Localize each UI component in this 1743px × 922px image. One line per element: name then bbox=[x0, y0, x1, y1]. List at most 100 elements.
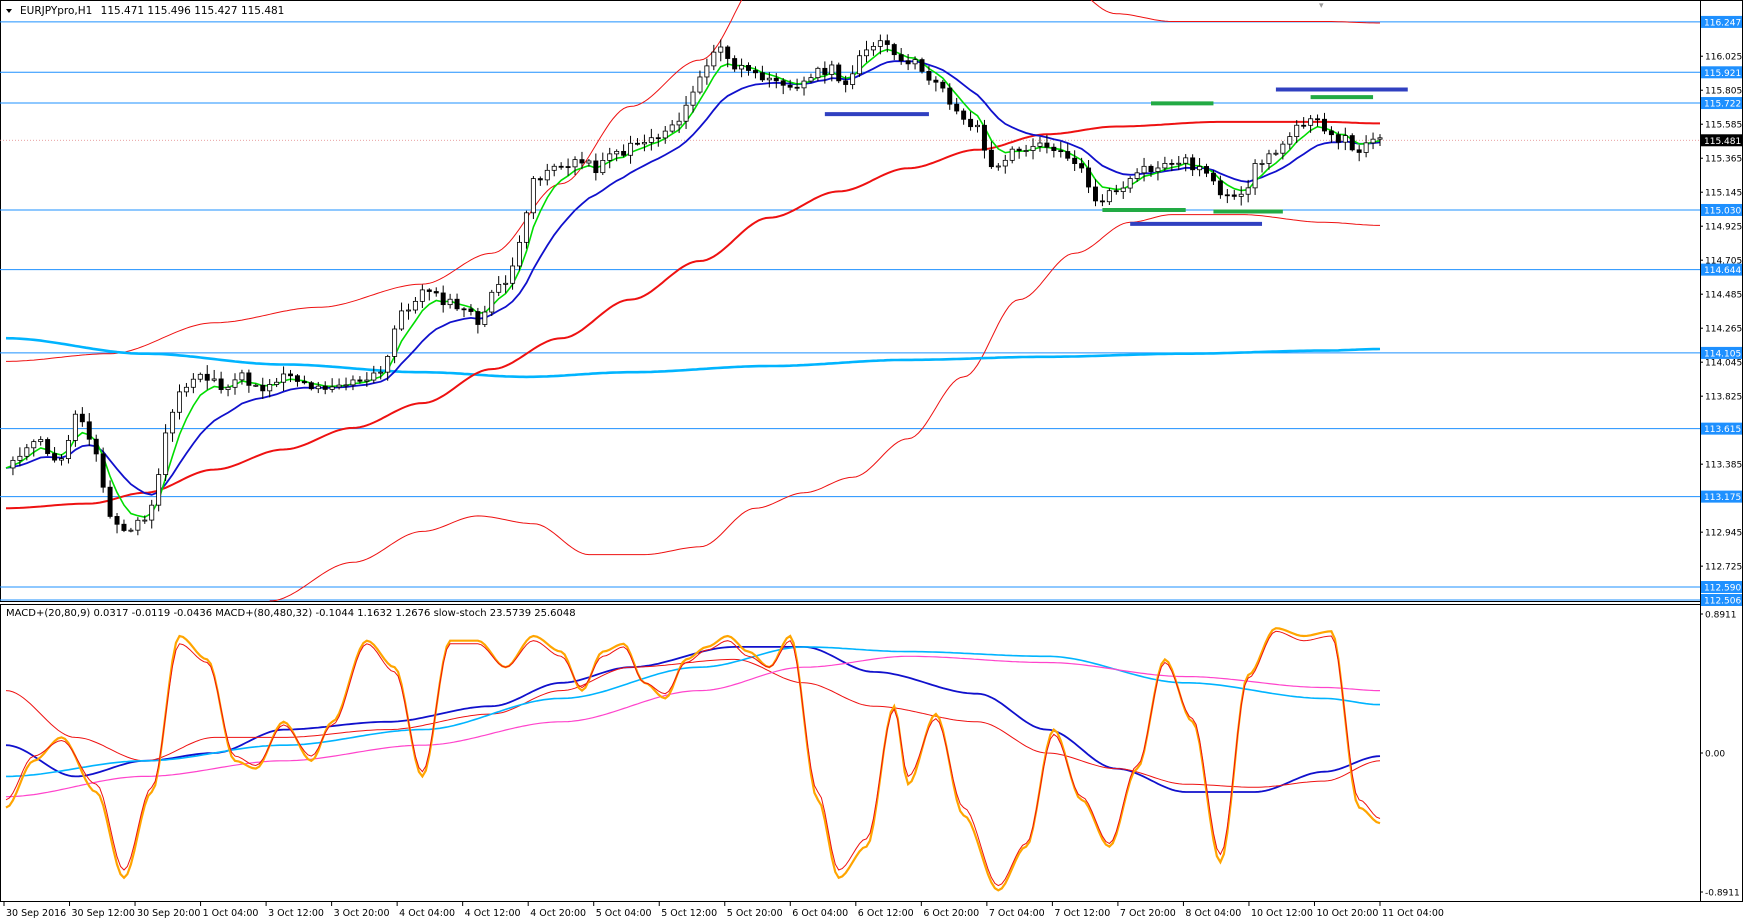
candle-bull bbox=[163, 432, 169, 475]
candle-bull bbox=[419, 289, 425, 302]
candle-bear bbox=[260, 384, 266, 392]
candle-bull bbox=[447, 298, 453, 306]
candle-bull bbox=[225, 386, 231, 390]
candle-bear bbox=[1315, 118, 1321, 121]
candle-bear bbox=[1058, 150, 1064, 153]
candle-bull bbox=[766, 77, 772, 81]
price-level-tag bbox=[1701, 66, 1742, 79]
price-level-tag-label: 113.615 bbox=[1704, 425, 1741, 435]
candle-bear bbox=[565, 166, 571, 168]
horizontal-levels bbox=[0, 21, 1700, 601]
candle-bull bbox=[697, 76, 703, 93]
support-resistance-zones bbox=[824, 87, 1408, 226]
x-tick-label: 6 Oct 20:00 bbox=[923, 908, 979, 919]
candle-bull bbox=[1238, 193, 1244, 197]
y-tick-label: 112.725 bbox=[1705, 563, 1742, 573]
x-tick-label: 30 Sep 2016 bbox=[6, 908, 66, 919]
candle-bear bbox=[732, 58, 738, 70]
candle-bull bbox=[364, 379, 370, 382]
price-level-tag-label: 115.030 bbox=[1704, 206, 1741, 216]
current-price-tag-label: 115.481 bbox=[1704, 137, 1741, 147]
candle-bull bbox=[551, 165, 557, 171]
price-level-tag bbox=[1701, 346, 1742, 359]
candle-bear bbox=[836, 64, 842, 82]
candle-bull bbox=[995, 165, 1001, 168]
price-level-tag-label: 115.921 bbox=[1704, 69, 1741, 79]
candle-bull bbox=[371, 372, 377, 381]
candle-bull bbox=[857, 55, 863, 75]
price-level-tag bbox=[1701, 581, 1742, 594]
macd-fast-signal-line bbox=[5, 658, 1381, 788]
symbol-dropdown-icon[interactable] bbox=[6, 9, 12, 13]
envelope-upper-line bbox=[6, 0, 1380, 362]
price-level-tag-label: 112.590 bbox=[1704, 584, 1741, 594]
candle-bull bbox=[1106, 190, 1112, 203]
candle-bear bbox=[45, 439, 51, 454]
price-level-tag-label: 114.105 bbox=[1704, 349, 1741, 359]
candle-bull bbox=[877, 40, 883, 47]
candle-bear bbox=[961, 110, 967, 120]
candle-bull bbox=[739, 65, 745, 70]
candle-bull bbox=[586, 160, 592, 164]
candle-bull bbox=[31, 441, 37, 449]
candle-bear bbox=[218, 378, 224, 390]
candle-bear bbox=[461, 308, 467, 311]
price-level-tag bbox=[1701, 203, 1742, 216]
candle-bear bbox=[1217, 180, 1223, 196]
price-level-tag bbox=[1701, 97, 1742, 110]
price-scale-marker: ▾ bbox=[1319, 1, 1324, 11]
candle-bear bbox=[204, 373, 210, 381]
candle-bull bbox=[1155, 167, 1161, 172]
price-level-tag-label: 114.644 bbox=[1704, 266, 1741, 276]
x-tick-label: 30 Sep 12:00 bbox=[72, 908, 135, 919]
candle-bear bbox=[635, 142, 640, 145]
candle-bear bbox=[981, 124, 987, 151]
x-tick-label: 6 Oct 04:00 bbox=[792, 908, 848, 919]
candle-bear bbox=[1065, 151, 1071, 159]
candle-bear bbox=[1099, 200, 1105, 203]
candle-bear bbox=[1086, 167, 1092, 188]
candle-bear bbox=[1148, 165, 1154, 172]
candle-bull bbox=[1280, 143, 1286, 154]
candle-bear bbox=[433, 291, 439, 294]
candle-bear bbox=[1301, 124, 1307, 127]
candle-bull bbox=[1342, 135, 1348, 143]
candle-bear bbox=[593, 160, 599, 174]
candle-bull bbox=[315, 385, 321, 390]
x-tick-label: 8 Oct 04:00 bbox=[1185, 908, 1241, 919]
candle-bull bbox=[399, 310, 405, 330]
y-tick-label: 116.025 bbox=[1705, 53, 1742, 63]
candle-bear bbox=[1349, 135, 1355, 151]
candle-bear bbox=[114, 516, 120, 525]
x-tick-label: 11 Oct 04:00 bbox=[1382, 908, 1444, 919]
candle-bull bbox=[232, 379, 238, 388]
candle-bear bbox=[79, 413, 85, 423]
x-tick-label: 10 Oct 20:00 bbox=[1316, 908, 1378, 919]
envelope-lower-line bbox=[269, 214, 1380, 602]
candle-bear bbox=[1328, 130, 1334, 136]
candle-bull bbox=[711, 51, 717, 67]
x-tick-label: 5 Oct 20:00 bbox=[727, 908, 783, 919]
candle-bull bbox=[496, 283, 502, 293]
ind-y-tick-label: -0.8911 bbox=[1705, 889, 1740, 899]
candle-bear bbox=[1335, 134, 1341, 143]
candle-bull bbox=[1197, 166, 1203, 171]
candle-bull bbox=[523, 212, 529, 243]
candle-bear bbox=[1224, 194, 1230, 197]
x-tick-label: 4 Oct 04:00 bbox=[399, 908, 455, 919]
x-tick-label: 7 Oct 12:00 bbox=[1054, 908, 1110, 919]
candle-bull bbox=[864, 49, 869, 57]
candle-bear bbox=[1079, 163, 1085, 169]
price-level-tag-label: 116.247 bbox=[1704, 18, 1741, 28]
candlesticks bbox=[10, 34, 1383, 536]
candle-bull bbox=[648, 137, 654, 143]
candle-bull bbox=[1162, 162, 1168, 169]
candle-bear bbox=[919, 59, 925, 72]
candle-bull bbox=[815, 67, 821, 79]
candle-bear bbox=[301, 381, 307, 384]
candle-bear bbox=[322, 385, 328, 390]
price-level-tag bbox=[1701, 490, 1742, 503]
indicator-lines bbox=[5, 627, 1381, 892]
candle-bull bbox=[1141, 165, 1147, 174]
